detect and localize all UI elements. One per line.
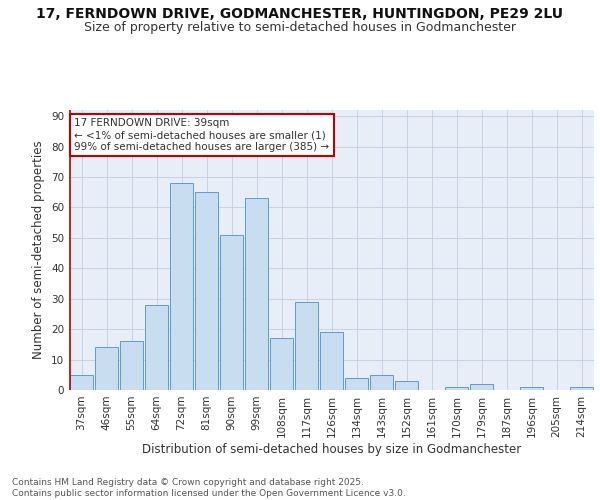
Bar xyxy=(245,198,268,390)
Text: 17 FERNDOWN DRIVE: 39sqm
← <1% of semi-detached houses are smaller (1)
99% of se: 17 FERNDOWN DRIVE: 39sqm ← <1% of semi-d… xyxy=(74,118,329,152)
Bar xyxy=(120,342,143,390)
Text: 17, FERNDOWN DRIVE, GODMANCHESTER, HUNTINGDON, PE29 2LU: 17, FERNDOWN DRIVE, GODMANCHESTER, HUNTI… xyxy=(37,8,563,22)
Bar xyxy=(345,378,368,390)
Bar xyxy=(395,381,418,390)
Bar xyxy=(295,302,318,390)
Bar xyxy=(470,384,493,390)
X-axis label: Distribution of semi-detached houses by size in Godmanchester: Distribution of semi-detached houses by … xyxy=(142,442,521,456)
Bar xyxy=(370,375,393,390)
Text: Contains HM Land Registry data © Crown copyright and database right 2025.
Contai: Contains HM Land Registry data © Crown c… xyxy=(12,478,406,498)
Bar xyxy=(70,375,93,390)
Bar xyxy=(195,192,218,390)
Bar xyxy=(320,332,343,390)
Bar xyxy=(270,338,293,390)
Bar xyxy=(95,348,118,390)
Bar xyxy=(520,387,543,390)
Y-axis label: Number of semi-detached properties: Number of semi-detached properties xyxy=(32,140,46,360)
Bar xyxy=(220,235,243,390)
Bar xyxy=(145,305,168,390)
Bar xyxy=(170,183,193,390)
Bar xyxy=(445,387,468,390)
Text: Size of property relative to semi-detached houses in Godmanchester: Size of property relative to semi-detach… xyxy=(84,22,516,35)
Bar xyxy=(570,387,593,390)
